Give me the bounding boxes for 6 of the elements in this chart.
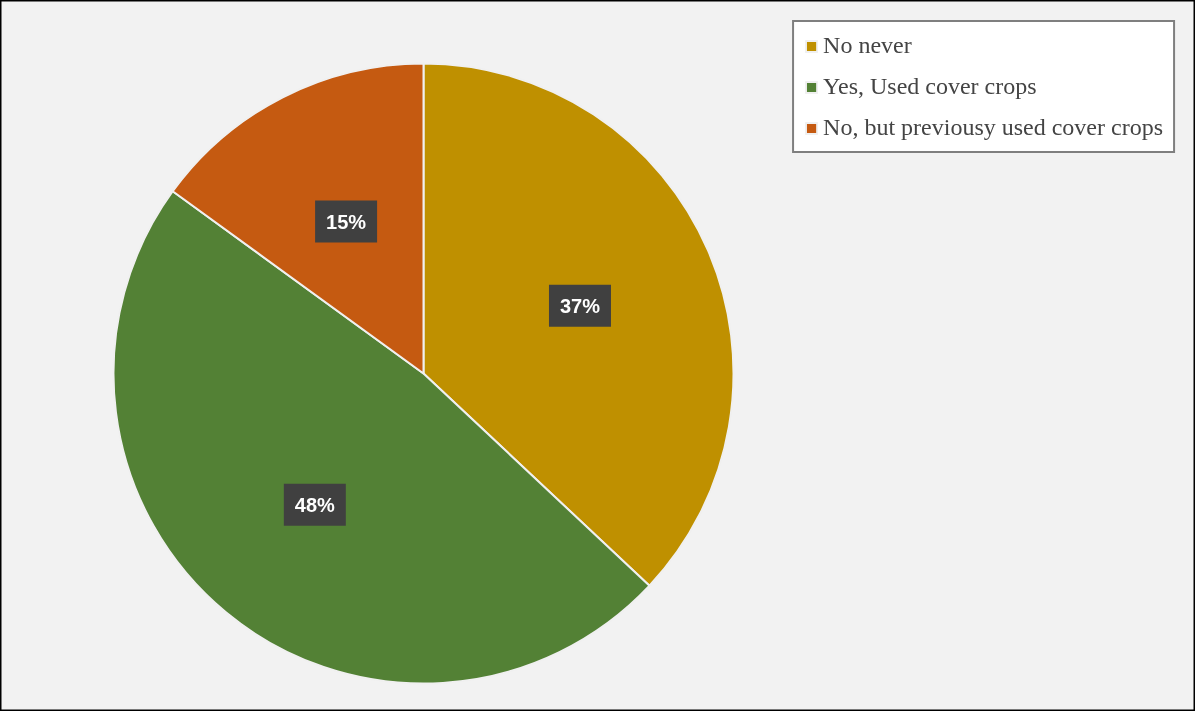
- legend-label: No never: [823, 32, 912, 59]
- data-label: 37%: [559, 294, 601, 317]
- legend-label: Yes, Used cover crops: [823, 73, 1037, 100]
- legend-label: No, but previousy used cover crops: [823, 114, 1163, 141]
- data-label: 15%: [326, 210, 367, 233]
- data-label: 48%: [294, 493, 336, 516]
